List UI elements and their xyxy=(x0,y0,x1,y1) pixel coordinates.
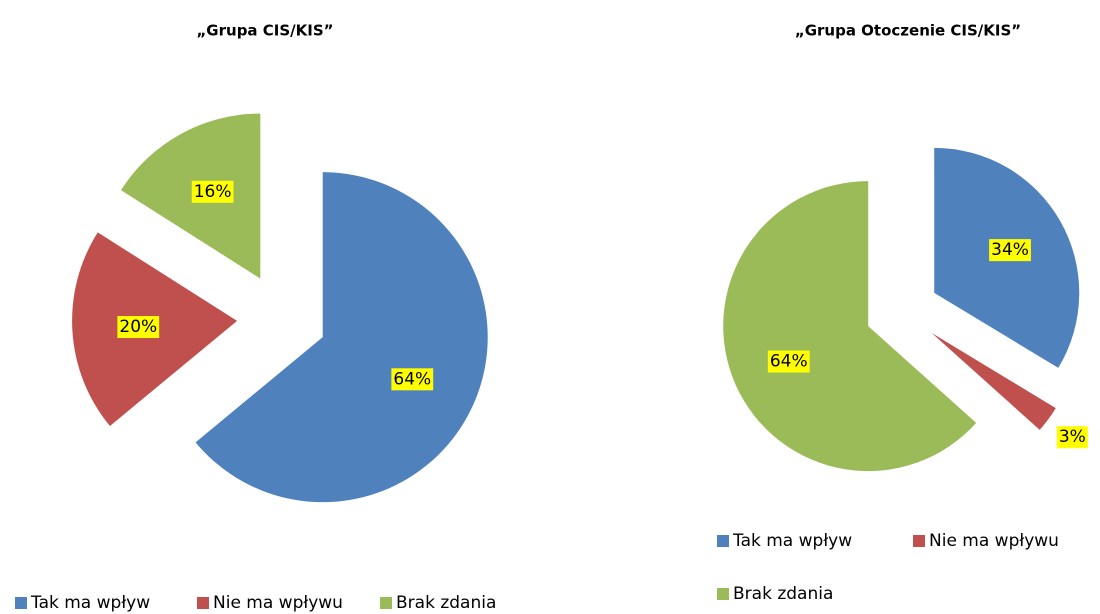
data-label: 16% xyxy=(191,180,234,203)
pie-slice xyxy=(121,113,261,279)
chart-title: „Grupa CIS/KIS” xyxy=(196,22,333,40)
pie-slice xyxy=(931,333,1056,430)
label-box xyxy=(117,316,160,339)
label-box xyxy=(391,368,434,391)
legend-label: Tak ma wpływ xyxy=(30,593,150,613)
legend-swatch xyxy=(15,597,27,609)
legend-label: Brak zdania xyxy=(396,593,496,613)
data-label-text: 64% xyxy=(393,369,431,389)
pie-slice xyxy=(195,172,488,503)
label-box xyxy=(767,350,810,373)
pie-slice xyxy=(723,181,977,472)
legend-label: Nie ma wpływu xyxy=(929,531,1059,551)
data-label-text: 3% xyxy=(1059,427,1086,447)
data-label-text: 16% xyxy=(194,182,232,202)
chart-title: „Grupa Otoczenie CIS/KIS” xyxy=(795,22,1021,40)
data-label: 64% xyxy=(391,368,434,391)
data-label: 64% xyxy=(767,350,810,373)
data-label-text: 34% xyxy=(991,240,1029,260)
label-box xyxy=(989,239,1031,262)
legend-swatch xyxy=(717,588,729,600)
data-label: 20% xyxy=(117,316,160,339)
legend-label: Nie ma wpływu xyxy=(213,593,343,613)
legend-label: Tak ma wpływ xyxy=(732,531,852,551)
legend-swatch xyxy=(197,597,209,609)
legend-label: Brak zdania xyxy=(733,584,833,604)
data-label-text: 20% xyxy=(119,317,157,337)
legend-swatch xyxy=(380,597,392,609)
label-box xyxy=(1056,426,1088,449)
legend-swatch xyxy=(717,535,729,547)
data-label: 3% xyxy=(1056,426,1088,449)
data-label-text: 64% xyxy=(770,352,808,372)
data-label: 34% xyxy=(989,239,1031,262)
label-box xyxy=(191,180,234,203)
legend-swatch xyxy=(913,535,925,547)
